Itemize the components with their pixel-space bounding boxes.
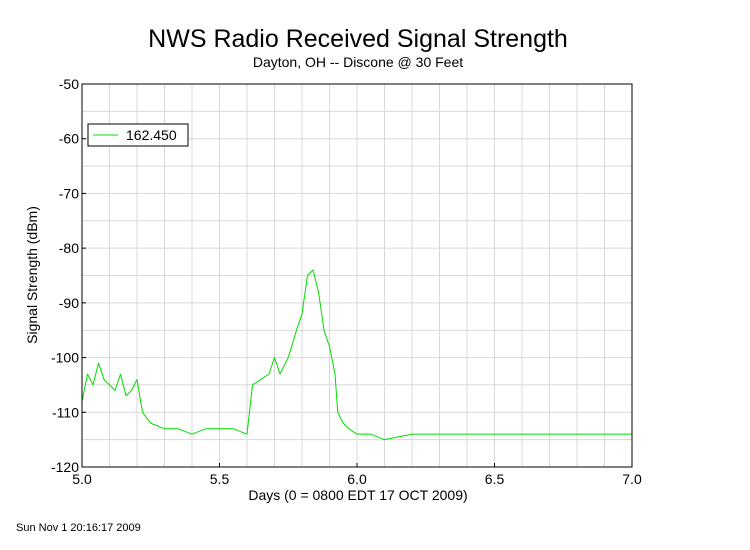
x-tick-label: 5.5: [210, 471, 230, 487]
tick-labels: 5.0 5.5 6.0 6.5 7.0 -50 -60 -70 -80 -90 -100 -110 -1…: [51, 76, 642, 487]
x-tick-label: 5.0: [72, 471, 92, 487]
x-tick-label: 6.0: [347, 471, 367, 487]
y-axis-label: Signal Strength (dBm): [24, 206, 40, 344]
y-tick-label: -100: [51, 350, 79, 366]
legend-label: 162.450: [126, 127, 177, 143]
grid-lines: [82, 84, 632, 467]
series-layer: [81, 269, 632, 441]
x-axis-label: Days (0 = 0800 EDT 17 OCT 2009): [248, 487, 467, 503]
y-tick-label: -110: [52, 404, 79, 420]
chart-subtitle: Dayton, OH -- Discone @ 30 Feet: [253, 54, 463, 70]
y-tick-label: -70: [59, 185, 79, 201]
timestamp-footer: Sun Nov 1 20:16:17 2009: [16, 522, 141, 534]
y-tick-label: -60: [59, 131, 79, 147]
y-tick-label: -50: [59, 76, 79, 92]
x-tick-label: 7.0: [622, 471, 642, 487]
y-tick-label: -80: [59, 240, 79, 256]
y-tick-label: -120: [51, 459, 79, 475]
x-tick-label: 6.5: [485, 471, 505, 487]
legend-box: [87, 123, 189, 147]
chart-title: NWS Radio Received Signal Strength: [148, 25, 568, 53]
series-line: [81, 269, 632, 441]
y-tick-label: -90: [59, 295, 79, 311]
legend: 162.450: [87, 123, 189, 147]
